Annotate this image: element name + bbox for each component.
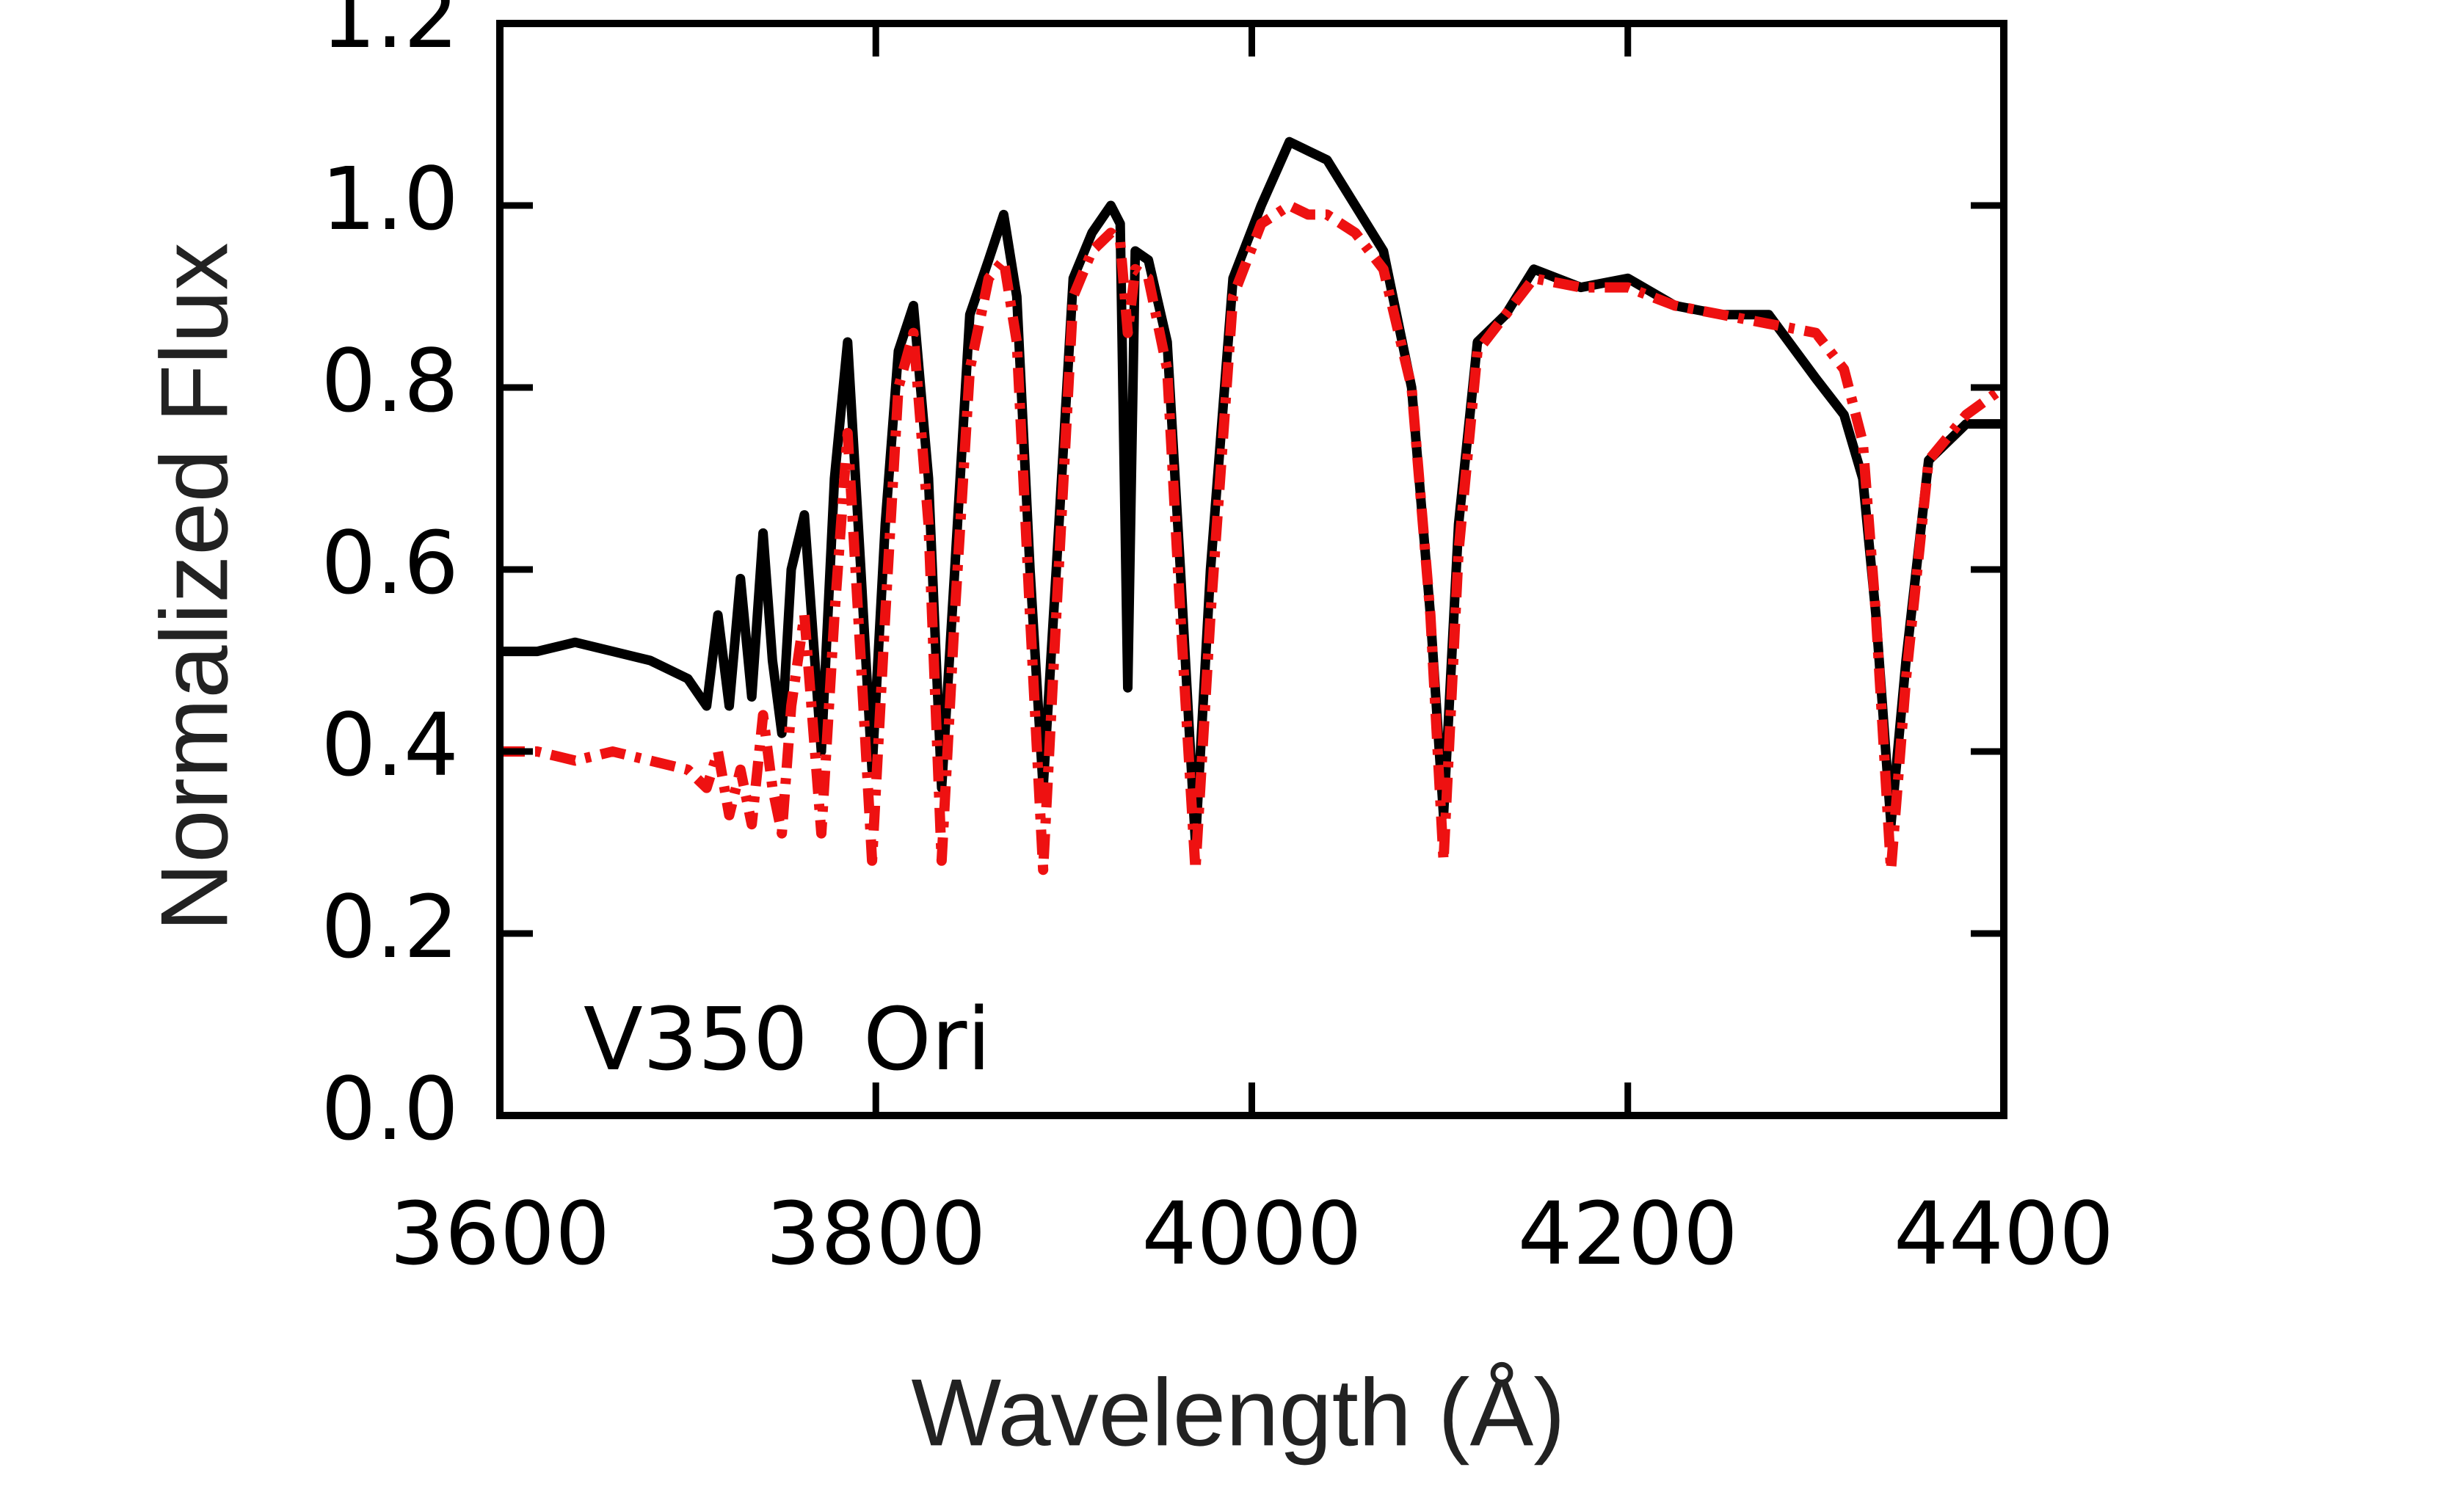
x-tick-label: 4400 — [1894, 1183, 2114, 1284]
spectrum-line — [500, 137, 2004, 848]
y-axis-title: Normalized Flux — [140, 242, 247, 931]
x-tick-label: 3600 — [390, 1183, 610, 1284]
plot-frame — [496, 20, 2007, 1119]
y-tick-label: 1.2 — [321, 0, 459, 68]
x-tick-label: 4200 — [1518, 1183, 1738, 1284]
y-tick-label: 1.0 — [321, 148, 459, 250]
y-tick-label: 0.6 — [321, 512, 459, 614]
y-tick-label: 0.0 — [321, 1058, 459, 1160]
annotation: V350 Ori — [584, 989, 991, 1090]
x-axis-title: Wavelength (Å) — [911, 1358, 1565, 1466]
y-tick-label: 0.2 — [321, 876, 459, 978]
spectrum-line — [500, 200, 2007, 876]
y-tick-label: 0.4 — [321, 694, 459, 796]
y-tick-label: 0.8 — [321, 330, 459, 432]
x-tick-label: 4000 — [1141, 1183, 1362, 1284]
x-tick-label: 3800 — [766, 1183, 986, 1284]
